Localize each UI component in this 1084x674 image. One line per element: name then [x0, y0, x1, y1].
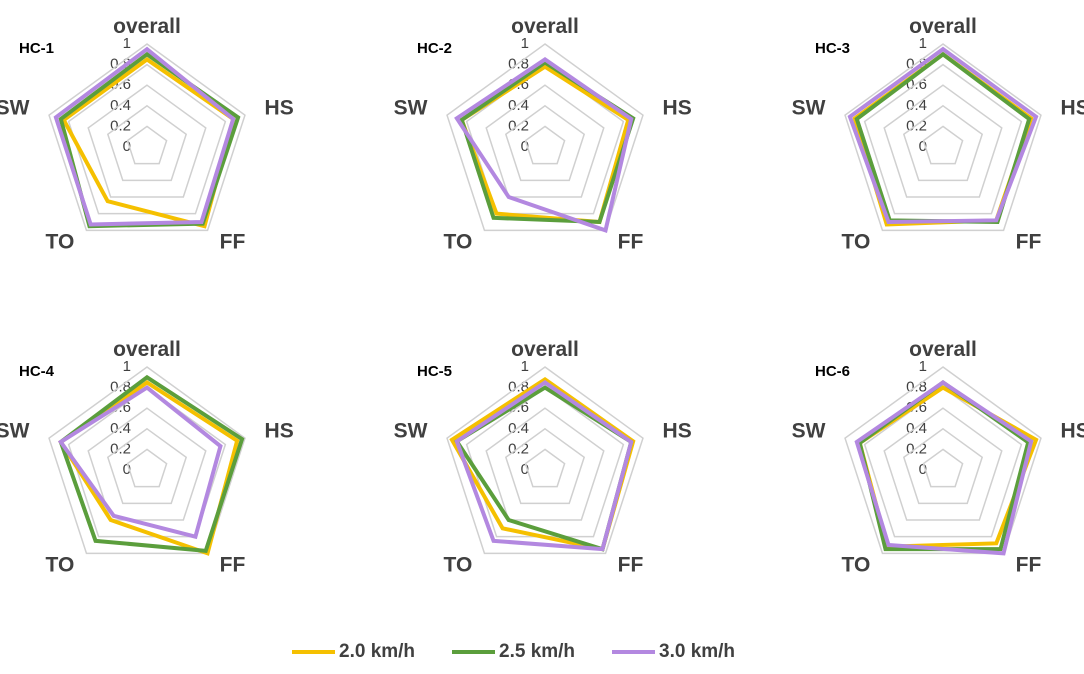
chart-title: HC-3	[815, 40, 850, 57]
series-line	[58, 51, 241, 229]
tick-label: 0	[919, 461, 927, 478]
tick-label: 0	[919, 138, 927, 155]
category-label: overall	[909, 338, 977, 361]
tick-label: 0	[123, 461, 131, 478]
grid-ring	[524, 125, 566, 165]
category-label: overall	[113, 338, 181, 361]
category-label: HS	[265, 96, 294, 119]
category-label: TO	[842, 554, 871, 577]
category-label: TO	[842, 231, 871, 254]
category-label: FF	[1016, 231, 1042, 254]
category-label: SW	[394, 96, 428, 119]
chart-title: HC-6	[815, 363, 850, 380]
grid-ring	[446, 366, 644, 555]
category-label: FF	[618, 554, 644, 577]
category-label: overall	[909, 15, 977, 38]
tick-label: 1	[919, 35, 927, 52]
grid-ring	[106, 104, 188, 182]
tick-label: 0	[521, 138, 529, 155]
grid-ring	[48, 366, 246, 555]
series-line	[454, 380, 634, 552]
category-label: TO	[444, 231, 473, 254]
series-line	[854, 380, 1034, 556]
grid-ring	[446, 43, 644, 232]
category-label: HS	[1061, 419, 1084, 442]
grid-ring	[883, 407, 1003, 521]
chart-title: HC-5	[417, 363, 452, 380]
legend-label: 2.5 km/h	[499, 641, 575, 662]
tick-label: 0	[123, 138, 131, 155]
grid-ring	[863, 386, 1023, 538]
grid-ring	[883, 84, 1003, 198]
series-line	[449, 376, 636, 552]
grid-ring	[67, 63, 227, 215]
category-label: overall	[113, 15, 181, 38]
tick-label: 1	[123, 35, 131, 52]
grid-ring	[863, 63, 1023, 215]
chart-title: HC-4	[19, 363, 55, 380]
grid-ring	[87, 84, 207, 198]
category-label: FF	[220, 554, 246, 577]
grid-ring	[485, 407, 605, 521]
category-label: SW	[792, 419, 826, 442]
category-label: TO	[46, 554, 75, 577]
grid-ring	[465, 63, 625, 215]
series-line	[58, 380, 240, 556]
category-label: FF	[220, 231, 246, 254]
category-label: HS	[265, 419, 294, 442]
chart-title: HC-1	[19, 40, 54, 57]
category-label: SW	[0, 419, 30, 442]
category-label: FF	[618, 231, 644, 254]
legend-label: 3.0 km/h	[659, 641, 735, 662]
category-label: FF	[1016, 554, 1042, 577]
series-line	[57, 385, 223, 540]
grid-ring	[844, 366, 1042, 555]
grid-ring	[524, 448, 566, 488]
grid-ring	[126, 125, 168, 165]
tick-label: 1	[123, 358, 131, 375]
category-label: TO	[46, 231, 75, 254]
grid-ring	[504, 104, 586, 182]
category-label: HS	[663, 96, 692, 119]
grid-ring	[485, 84, 605, 198]
grid-ring	[67, 386, 227, 538]
category-label: HS	[1061, 96, 1084, 119]
category-label: SW	[792, 96, 826, 119]
tick-label: 1	[521, 358, 529, 375]
legend-label: 2.0 km/h	[339, 641, 415, 662]
tick-label: 1	[919, 358, 927, 375]
grid-ring	[922, 448, 964, 488]
series-line	[53, 46, 236, 227]
grid-ring	[504, 427, 586, 505]
grid-ring	[48, 43, 246, 232]
series-line	[847, 46, 1039, 225]
category-label: TO	[444, 554, 473, 577]
category-label: SW	[394, 419, 428, 442]
tick-label: 1	[521, 35, 529, 52]
chart-title: HC-2	[417, 40, 452, 57]
grid-ring	[922, 125, 964, 165]
grid-ring	[902, 427, 984, 505]
series-line	[454, 57, 634, 233]
tick-label: 0	[521, 461, 529, 478]
grid-ring	[844, 43, 1042, 232]
grid-ring	[126, 448, 168, 488]
grid-ring	[106, 427, 188, 505]
category-label: SW	[0, 96, 30, 119]
category-label: overall	[511, 15, 579, 38]
category-label: HS	[663, 419, 692, 442]
grid-ring	[87, 407, 207, 521]
category-label: overall	[511, 338, 579, 361]
grid-ring	[902, 104, 984, 182]
